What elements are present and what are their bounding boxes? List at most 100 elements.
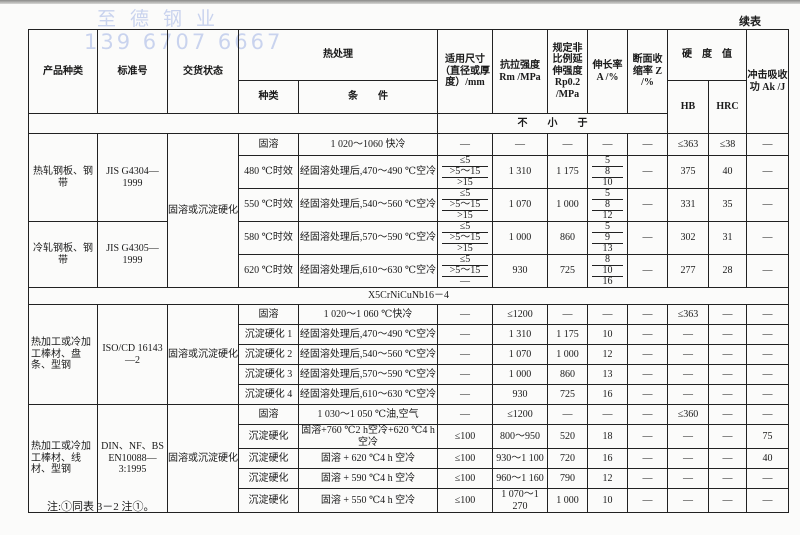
header-rm: 抗拉强度 Rm /MPa	[492, 29, 548, 114]
header-blank	[28, 113, 438, 134]
tensile-strength: 930	[492, 384, 548, 405]
hardness-hrc: —	[708, 344, 747, 365]
hardness-hrc: —	[708, 488, 747, 513]
hardness-hrc: ≤38	[708, 133, 747, 156]
delivery-condition: 固溶或沉淀硬化	[167, 133, 239, 288]
proof-strength: 860	[547, 364, 588, 385]
size-sublist: ≤5 >5～15 >15	[442, 223, 488, 254]
elongation: 5 8 10	[587, 155, 628, 189]
hardness-hb: 375	[667, 155, 709, 189]
elongation: —	[587, 133, 628, 156]
ht-type: 580 ℃时效	[238, 221, 299, 255]
header-not-less-than: 不 小 于	[437, 113, 668, 134]
hardness-hrc: 35	[708, 188, 747, 222]
impact-energy: 40	[746, 448, 789, 469]
hardness-hb: —	[667, 384, 709, 405]
ht-type: 固溶	[238, 304, 299, 325]
product-type: 热轧钢板、钢带	[28, 133, 98, 222]
ht-type: 沉淀硬化	[238, 448, 299, 469]
reduction-of-area: —	[627, 155, 668, 189]
table-row: 沉淀硬化 固溶 + 550 ℃4 h 空冷 ≤100 1 070～1 270 1 000…	[29, 488, 789, 513]
tensile-strength: 1 310	[492, 324, 548, 345]
ht-condition: 经固溶处理后,610～630 ℃空冷	[298, 254, 438, 288]
reduction-of-area: —	[627, 254, 668, 288]
proof-strength: —	[547, 404, 588, 425]
table-row: 沉淀硬化 固溶+760 ℃2 h空冷+620 ℃4 h空冷 ≤100 800～950 5…	[29, 424, 789, 449]
elongation: 16	[587, 384, 628, 405]
proof-strength: 1 000	[547, 488, 588, 513]
impact-energy: —	[746, 221, 789, 255]
table-row: 沉淀硬化 3 经固溶处理后,570～590 ℃空冷 —1 000 860 13— — — —	[29, 364, 789, 385]
hardness-hb: —	[667, 468, 709, 489]
hardness-hrc: —	[708, 404, 747, 425]
size-subvalue: >5～15	[442, 266, 488, 277]
elongation: 12	[587, 468, 628, 489]
ht-condition: 1 020～1060 快冷	[298, 133, 438, 156]
size: ≤100	[437, 448, 493, 469]
elongation: —	[587, 304, 628, 325]
table-row: 480 ℃时效 经固溶处理后,470～490 ℃空冷 ≤5 >5～15 >15 1 310…	[29, 155, 789, 189]
size: —	[437, 384, 493, 405]
ht-type: 沉淀硬化 1	[238, 324, 299, 345]
elongation-subvalue: 5	[592, 190, 623, 200]
impact-energy: —	[746, 254, 789, 288]
ht-condition: 固溶 + 550 ℃4 h 空冷	[298, 488, 438, 513]
standard-number: DIN、NF、BS EN10088—3:1995	[97, 404, 168, 513]
tensile-strength: 800～950	[492, 424, 548, 449]
impact-energy: —	[746, 155, 789, 189]
hardness-hb: 331	[667, 188, 709, 222]
product-type: 热加工或冷加工棒材、盘条、型钢	[28, 304, 98, 405]
hardness-hb: —	[667, 424, 709, 449]
ht-type: 沉淀硬化	[238, 424, 299, 449]
impact-energy: —	[746, 133, 789, 156]
elongation: 5 8 12	[587, 188, 628, 222]
proof-strength: 520	[547, 424, 588, 449]
tensile-strength: ≤1200	[492, 404, 548, 425]
grade-label: X5CrNiCuNb16－4	[28, 287, 789, 305]
proof-strength: 725	[547, 254, 588, 288]
elongation-subvalue: 5	[592, 157, 623, 167]
ht-type: 沉淀硬化 3	[238, 364, 299, 385]
standard-number: ISO/CD 16143—2	[97, 304, 168, 405]
ht-condition: 经固溶处理后,570～590 ℃空冷	[298, 221, 438, 255]
table-row: 沉淀硬化 4 经固溶处理后,610～630 ℃空冷 —930 725 16— — — —	[29, 384, 789, 405]
size-subvalue: >15	[457, 210, 473, 221]
elongation-subvalue: 10	[602, 177, 613, 188]
hardness-hb: —	[667, 324, 709, 345]
header-delivery: 交货状态	[167, 29, 239, 114]
elongation-subvalue: 8	[592, 256, 623, 266]
header-size: 适用尺寸（直径或厚度）/mm	[437, 29, 493, 114]
tensile-strength: 1 000	[492, 364, 548, 385]
ht-type: 沉淀硬化	[238, 468, 299, 489]
reduction-of-area: —	[627, 384, 668, 405]
hardness-hb: —	[667, 364, 709, 385]
ht-type: 620 ℃时效	[238, 254, 299, 288]
impact-energy: 75	[746, 424, 789, 449]
reduction-of-area: —	[627, 488, 668, 513]
ht-type: 固溶	[238, 404, 299, 425]
ht-type: 沉淀硬化	[238, 488, 299, 513]
tensile-strength: 1 310	[492, 155, 548, 189]
standard-number: JIS G4304—1999	[97, 133, 168, 222]
ht-type: 480 ℃时效	[238, 155, 299, 189]
reduction-of-area: —	[627, 304, 668, 325]
size: —	[437, 133, 493, 156]
header-standard: 标准号	[97, 29, 168, 114]
header-hb: HB	[667, 80, 709, 134]
proof-strength: —	[547, 133, 588, 156]
size: —	[437, 324, 493, 345]
elongation: 8 10 16	[587, 254, 628, 288]
tensile-strength: 960～1 160	[492, 468, 548, 489]
ht-condition: 固溶 + 590 ℃4 h 空冷	[298, 468, 438, 489]
tensile-strength: 1 070～1 270	[492, 488, 548, 513]
reduction-of-area: —	[627, 188, 668, 222]
elongation: 12	[587, 344, 628, 365]
ht-condition: 固溶+760 ℃2 h空冷+620 ℃4 h空冷	[298, 424, 438, 449]
impact-energy: —	[746, 364, 789, 385]
reduction-of-area: —	[627, 324, 668, 345]
proof-strength: 1 000	[547, 344, 588, 365]
elongation-subvalue: 16	[602, 276, 613, 287]
header-ht-type: 种类	[238, 80, 299, 114]
proof-strength: 790	[547, 468, 588, 489]
table-row: 620 ℃时效 经固溶处理后,610～630 ℃空冷 ≤5 >5～15—930 725 8…	[29, 254, 789, 288]
